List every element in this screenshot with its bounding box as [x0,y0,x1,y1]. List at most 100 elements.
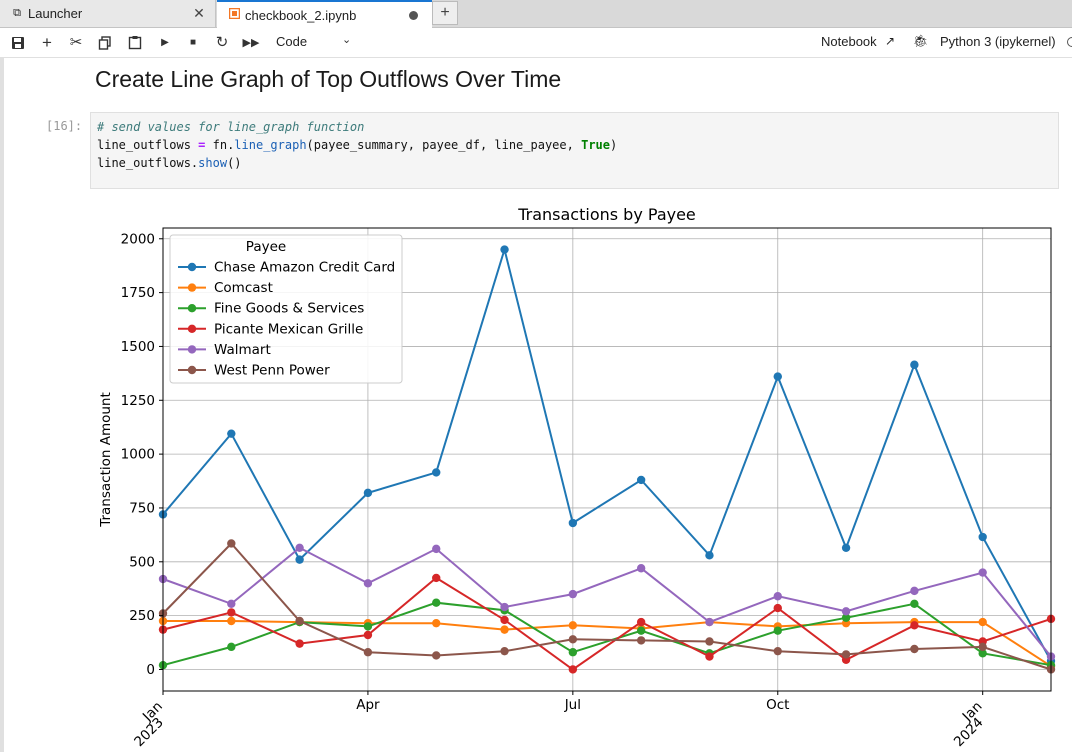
data-point [363,579,373,588]
code-cell-input[interactable]: # send values for line_graph function li… [90,112,1059,189]
series-line [162,245,1052,662]
x-tick-label: 2024 [951,715,987,751]
data-point [227,616,236,626]
data-point [227,429,236,438]
data-point [500,602,509,612]
chart-title: Transactions by Payee [517,205,696,224]
data-point [910,621,919,630]
fast-forward-icon[interactable]: ▶▶ [242,37,260,49]
code-function: show [198,156,228,170]
data-point [500,245,509,254]
data-point [227,539,236,548]
chevron-down-icon[interactable]: ⌄ [342,34,352,46]
data-point [295,639,304,648]
data-point [432,618,441,628]
legend-entry: Fine Goods & Services [214,301,364,317]
paste-icon[interactable] [125,33,145,53]
unsaved-indicator-icon[interactable] [409,10,418,20]
bug-icon[interactable]: 🐞︎ [913,34,929,48]
series-line [162,601,1052,667]
execution-prompt: [16]: [46,119,83,133]
notebook-toolbar: + ✂ ▶ ■ ↻ ▶▶ Code ⌄ Notebook ↗ 🐞︎ Python… [0,28,1072,58]
tab-notebook[interactable]: checkbook_2.ipynb [217,0,432,28]
legend-entry: Comcast [214,280,273,296]
plot-frame [162,227,1052,692]
kernel-label[interactable]: Python 3 (ipykernel) [940,34,1056,49]
data-point [841,543,851,552]
close-icon[interactable]: ✕ [193,5,205,21]
code-function: line_graph [234,138,307,152]
legend-title: Payee [246,239,286,255]
tab-launcher[interactable]: ⧉ Launcher ✕ [0,0,216,27]
cell-type-select[interactable]: Code [276,34,308,49]
code-operator: = [198,138,206,152]
data-point [705,652,714,661]
restart-icon[interactable]: ↻ [215,34,229,51]
y-tick-label: 250 [129,608,155,624]
data-point [295,555,304,564]
x-tick-label: Apr [356,697,380,713]
launcher-icon: ⧉ [13,7,21,19]
markdown-heading: Create Line Graph of Top Outflows Over T… [95,66,562,92]
data-point [773,603,782,613]
tab-label: checkbook_2.ipynb [245,7,357,23]
tab-bar: ⧉ Launcher ✕ checkbook_2.ipynb + [0,0,1072,28]
legend-entry: West Penn Power [214,363,330,379]
data-point [295,616,304,626]
data-point [500,646,509,656]
data-point [636,564,646,573]
data-point [227,642,236,652]
tab-label: Launcher [28,6,83,21]
legend-entry: Picante Mexican Grille [214,321,363,337]
y-tick-label: 1750 [121,285,155,301]
data-point [568,648,578,657]
add-cell-icon[interactable]: + [42,33,52,52]
notebook-gutter [0,58,4,752]
data-point [636,626,646,635]
code-keyword: True [581,138,610,152]
code-token: ) [610,138,618,152]
data-point [841,613,851,622]
legend-entry: Walmart [214,342,271,358]
data-point [773,646,782,656]
data-point [363,622,373,631]
copy-icon[interactable] [95,33,115,53]
data-point [773,626,782,635]
save-icon[interactable] [8,33,28,53]
code-token: fn. [205,138,235,152]
data-point [227,608,236,617]
run-icon[interactable]: ▶ [161,37,169,48]
stop-icon[interactable]: ■ [189,37,197,48]
data-point [363,630,373,640]
legend-entry: Chase Amazon Credit Card [214,260,395,276]
data-point [910,586,919,596]
legend-marker [187,345,197,354]
data-point [568,518,578,528]
cut-icon[interactable]: ✂ [69,34,83,51]
data-point [978,532,987,542]
legend-marker [187,324,197,333]
add-tab-button[interactable]: + [432,1,458,25]
legend-marker [187,304,197,313]
data-point [636,617,646,627]
data-point [432,573,441,583]
legend-marker [187,283,197,292]
data-point [841,650,851,659]
data-point [363,648,373,657]
notebook-icon [227,7,241,22]
notebook-label[interactable]: Notebook [821,34,877,49]
data-point [910,599,919,608]
data-point [568,635,578,644]
legend-box [169,234,403,384]
data-point [568,589,578,599]
y-tick-label: 500 [129,554,155,570]
code-token: line_outflows [97,138,199,152]
data-point [910,644,919,654]
series-line [162,546,1052,658]
data-point [705,637,714,646]
external-link-icon[interactable]: ↗ [885,34,896,48]
data-point [705,551,714,560]
data-point [978,568,987,577]
data-point [910,360,919,369]
